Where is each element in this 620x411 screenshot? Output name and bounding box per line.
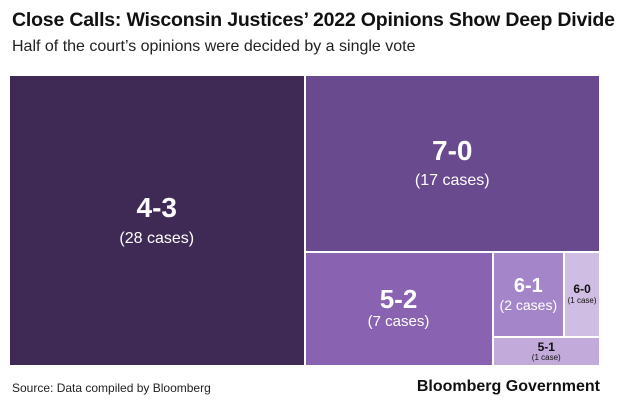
tile-vote-label: 4-3 <box>136 192 177 224</box>
tile-vote-label: 6-0 <box>573 282 591 297</box>
treemap-tile-5-1: 5-1 (1 case) <box>493 338 599 365</box>
source-note: Source: Data compiled by Bloomberg <box>12 381 211 395</box>
tile-case-count: (17 cases) <box>414 172 490 190</box>
treemap: 4-3 (28 cases) 7-0 (17 cases) 5-2 (7 cases) 6-… <box>10 76 601 367</box>
tile-vote-label: 5-2 <box>379 284 418 315</box>
treemap-tile-7-0: 7-0 (17 cases) <box>305 76 599 251</box>
treemap-tile-5-2: 5-2 (7 cases) <box>305 252 492 365</box>
chart-subtitle: Half of the court’s opinions were decide… <box>12 38 416 55</box>
tile-case-count: (1 case) <box>531 353 561 363</box>
brand-logo: Bloomberg Government <box>416 378 600 395</box>
tile-vote-label: 5-1 <box>537 339 555 354</box>
tile-case-count: (28 cases) <box>119 229 195 247</box>
treemap-tile-6-0: 6-0 (1 case) <box>565 252 599 337</box>
treemap-tile-4-3: 4-3 (28 cases) <box>10 76 304 365</box>
tile-case-count: (7 cases) <box>367 313 430 331</box>
tile-case-count: (1 case) <box>567 296 597 306</box>
treemap-tile-6-1: 6-1 (2 cases) <box>493 252 564 337</box>
tile-vote-label: 7-0 <box>432 135 473 167</box>
tile-vote-label: 6-1 <box>513 274 543 297</box>
chart-title: Close Calls: Wisconsin Justices’ 2022 Op… <box>12 9 615 31</box>
tile-case-count: (2 cases) <box>499 296 558 313</box>
